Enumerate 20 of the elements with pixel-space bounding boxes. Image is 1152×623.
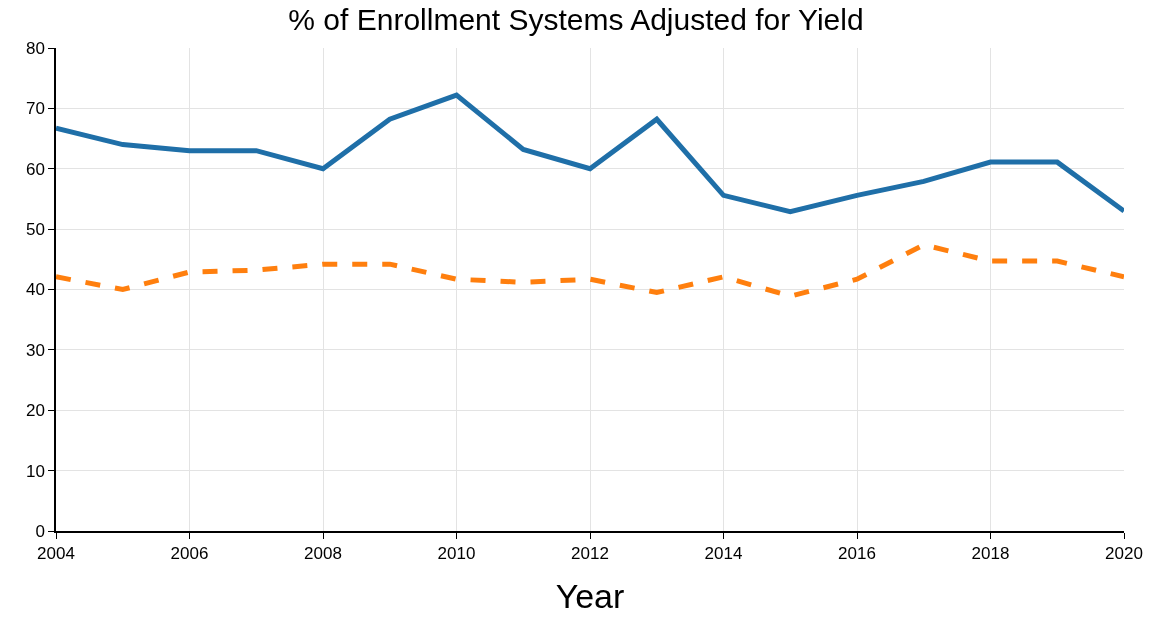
y-tick-label: 80 [25, 38, 45, 58]
y-tick-label: 0 [35, 521, 45, 541]
x-tick-label: 2014 [704, 544, 743, 564]
x-tick-label: 2016 [838, 544, 876, 564]
x-tick-label: 2006 [170, 544, 209, 564]
x-tick-label: 2012 [571, 544, 609, 564]
chart-title: % of Enrollment Systems Adjusted for Yield [288, 3, 864, 37]
x-tick-label: 2008 [304, 544, 342, 564]
x-tick-label: 2020 [1105, 544, 1143, 564]
x-tick-label: 2018 [971, 544, 1010, 564]
y-tick-label: 60 [25, 159, 45, 179]
y-tick-label: 10 [25, 461, 45, 481]
y-tick-label: 20 [25, 401, 45, 421]
y-tick-label: 50 [25, 220, 45, 240]
y-tick-label: 30 [25, 340, 45, 360]
y-tick-label: 70 [25, 99, 45, 119]
y-tick-label: 40 [25, 280, 45, 300]
x-axis-title: Year [555, 576, 625, 615]
x-tick-label: 2010 [437, 544, 476, 564]
x-tick-label: 2004 [37, 544, 75, 564]
